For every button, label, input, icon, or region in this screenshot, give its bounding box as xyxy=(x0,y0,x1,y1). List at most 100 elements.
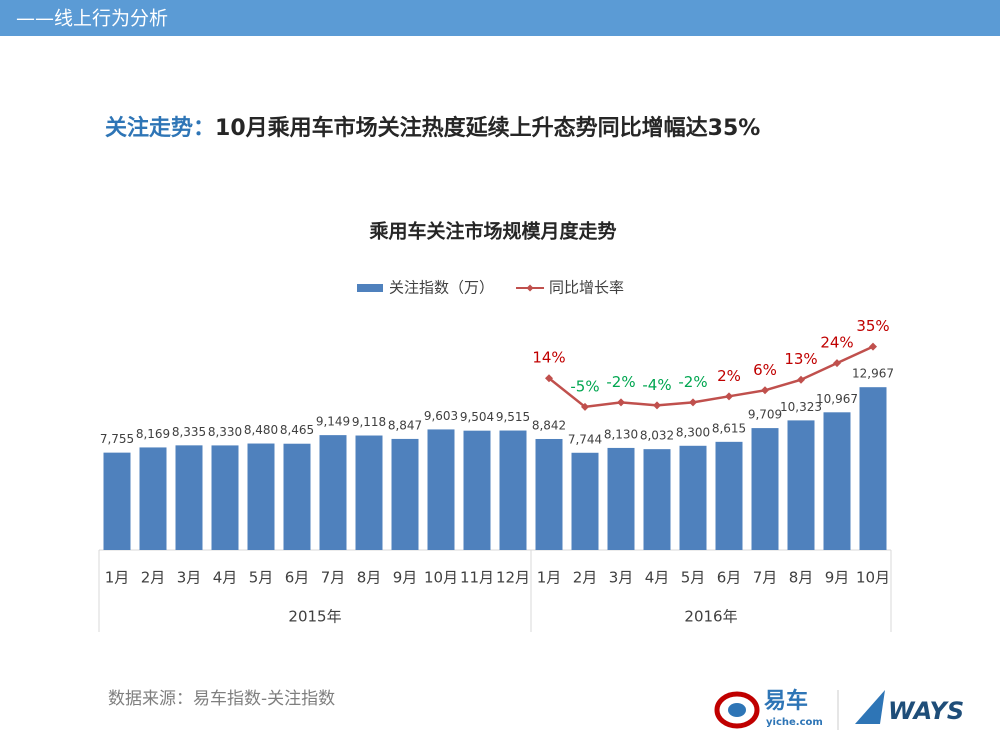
headline-text: 10月乘用车市场关注热度延续上升态势同比增幅达35% xyxy=(215,115,760,141)
line-value-label: 13% xyxy=(784,350,817,368)
x-tick-label: 12月 xyxy=(496,569,530,587)
bar xyxy=(859,387,887,550)
bar-value-label: 9,118 xyxy=(352,415,386,429)
bar xyxy=(463,430,491,550)
bar-value-label: 8,465 xyxy=(280,423,314,437)
x-tick-label: 8月 xyxy=(357,569,382,587)
x-tick-label: 5月 xyxy=(249,569,274,587)
bar xyxy=(535,438,563,550)
x-tick-label: 5月 xyxy=(681,569,706,587)
bar xyxy=(571,452,599,550)
bar-value-label: 8,480 xyxy=(244,423,278,437)
line-value-label: -2% xyxy=(678,373,707,391)
line-marker xyxy=(653,401,661,410)
legend-marker xyxy=(526,284,534,292)
bar-value-label: 7,755 xyxy=(100,432,134,446)
bar xyxy=(355,435,383,550)
bar xyxy=(427,429,455,550)
bar xyxy=(247,443,275,550)
bar-value-label: 10,967 xyxy=(816,392,858,406)
bar-value-label: 8,847 xyxy=(388,418,422,432)
bar-value-label: 8,842 xyxy=(532,418,566,432)
bar xyxy=(715,441,743,550)
line xyxy=(548,345,874,409)
bar xyxy=(319,435,347,550)
bar-value-label: 8,335 xyxy=(172,425,206,439)
x-tick-label: 10月 xyxy=(424,569,458,587)
bar-value-label: 8,330 xyxy=(208,425,242,439)
bar-value-label: 9,515 xyxy=(496,410,530,424)
x-tick-label: 7月 xyxy=(753,569,778,587)
line-value-label: 2% xyxy=(717,367,741,385)
bar-value-label: 8,615 xyxy=(712,421,746,435)
headline-prefix: 关注走势： xyxy=(105,115,215,141)
logo-cn: 易车 xyxy=(764,688,808,714)
bar-value-label: 9,504 xyxy=(460,410,494,424)
x-tick-label: 7月 xyxy=(321,569,346,587)
bar xyxy=(175,445,203,550)
bar-value-label: 9,603 xyxy=(424,409,458,423)
x-tick-label: 6月 xyxy=(285,569,310,587)
logo-ways: WAYS xyxy=(888,697,964,725)
bar xyxy=(751,428,779,550)
bar xyxy=(283,443,311,550)
line-marker xyxy=(725,392,733,401)
bar xyxy=(643,449,671,550)
bar xyxy=(391,438,419,550)
logo-url: yiche.com xyxy=(766,717,823,728)
x-tick-label: 6月 xyxy=(717,569,742,587)
bar xyxy=(607,447,635,550)
legend-swatch xyxy=(357,284,383,292)
bar-value-label: 12,967 xyxy=(852,367,894,381)
header-bar xyxy=(0,0,1000,36)
chart-title: 乘用车关注市场规模月度走势 xyxy=(368,220,616,243)
x-tick-label: 1月 xyxy=(105,569,130,587)
bar-value-label: 8,169 xyxy=(136,427,170,441)
x-tick-label: 2月 xyxy=(141,569,166,587)
line-value-label: -5% xyxy=(570,377,599,395)
x-tick-label: 9月 xyxy=(393,569,418,587)
x-tick-label: 11月 xyxy=(460,569,494,587)
bar xyxy=(679,445,707,550)
group-label: 2015年 xyxy=(288,608,341,626)
headline: 关注走势：10月乘用车市场关注热度延续上升态势同比增幅达35% xyxy=(105,115,760,141)
logo-ways-mark xyxy=(855,690,885,724)
line-marker xyxy=(797,375,805,384)
source: 数据来源：易车指数-关注指数 xyxy=(108,689,335,709)
bar xyxy=(103,452,131,550)
line-value-label: 35% xyxy=(856,317,889,335)
line-value-label: -4% xyxy=(642,376,671,394)
line-marker xyxy=(545,374,553,383)
bar-value-label: 10,323 xyxy=(780,400,822,414)
line-value-label: 6% xyxy=(753,361,777,379)
line-marker xyxy=(833,359,841,368)
group-label: 2016年 xyxy=(684,608,737,626)
line-marker xyxy=(581,402,589,411)
bar-value-label: 7,744 xyxy=(568,432,602,446)
bar-value-label: 8,130 xyxy=(604,427,638,441)
section-title: ——线上行为分析 xyxy=(16,8,168,30)
bar xyxy=(211,445,239,550)
legend-label: 关注指数（万） xyxy=(389,279,494,297)
bar-value-label: 8,032 xyxy=(640,429,674,443)
bar-value-label: 9,709 xyxy=(748,408,782,422)
x-tick-label: 8月 xyxy=(789,569,814,587)
x-tick-label: 10月 xyxy=(856,569,890,587)
line-marker xyxy=(617,398,625,407)
x-tick-label: 1月 xyxy=(537,569,562,587)
line-value-label: 14% xyxy=(532,349,565,367)
x-tick-label: 2月 xyxy=(573,569,598,587)
logo-mark xyxy=(714,691,760,729)
legend-label: 同比增长率 xyxy=(549,279,624,297)
x-tick-label: 9月 xyxy=(825,569,850,587)
bar xyxy=(139,447,167,550)
line-marker xyxy=(689,398,697,407)
x-tick-label: 3月 xyxy=(609,569,634,587)
bar xyxy=(787,420,815,550)
x-tick-label: 3月 xyxy=(177,569,202,587)
x-tick-label: 4月 xyxy=(645,569,670,587)
bar xyxy=(499,430,527,550)
line-marker xyxy=(869,342,877,351)
bar-value-label: 9,149 xyxy=(316,415,350,429)
